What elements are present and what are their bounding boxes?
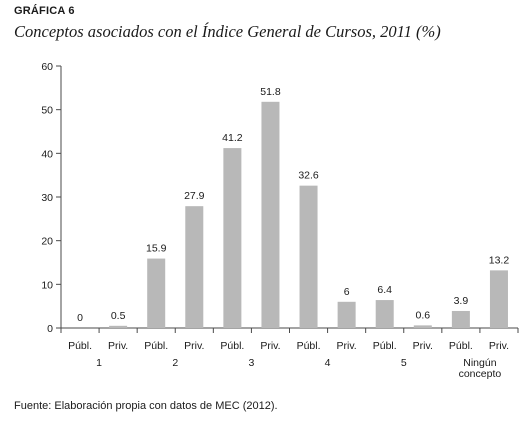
group-label: 3 (248, 357, 254, 369)
bar-value-label: 13.2 (489, 254, 510, 266)
bar-value-label: 0.6 (415, 309, 430, 321)
bar-value-label: 6.4 (377, 284, 392, 296)
bar (375, 300, 394, 328)
bar-value-label: 51.8 (260, 86, 281, 98)
group-label: 5 (401, 357, 407, 369)
bar (451, 310, 470, 328)
y-tick-label: 40 (41, 148, 53, 160)
chart-title: Conceptos asociados con el Índice Genera… (14, 22, 441, 41)
bar-value-label: 0 (77, 312, 83, 324)
bar-category-label: Públ. (144, 340, 168, 352)
y-tick-label: 30 (41, 192, 53, 204)
bar-category-label: Públ. (297, 340, 321, 352)
bar-category-label: Priv. (108, 340, 128, 352)
bar-category-label: Priv. (260, 340, 280, 352)
bar-value-label: 41.2 (222, 132, 243, 144)
bar-category-label: Públ. (373, 340, 397, 352)
group-label: 1 (96, 357, 102, 369)
source-note: Fuente: Elaboración propia con datos de … (14, 400, 278, 412)
bar-value-label: 27.9 (184, 190, 205, 202)
bar-category-label: Públ. (220, 340, 244, 352)
bar (109, 325, 128, 328)
figure-label: GRÁFICA 6 (14, 5, 75, 17)
group-label: Ningún (463, 357, 496, 369)
y-tick-label: 10 (41, 279, 53, 291)
bar (147, 258, 166, 328)
y-tick-label: 0 (47, 323, 53, 335)
bar-category-label: Priv. (413, 340, 433, 352)
bar-category-label: Públ. (68, 340, 92, 352)
bar (185, 206, 204, 328)
bar-chart: 0 10 20 30 40 50 60 0 Públ. 0.5 Priv. 15.9 Públ. 27.9… (41, 61, 519, 380)
bar (299, 185, 318, 328)
group-label: 4 (325, 357, 331, 369)
group-label: concepto (459, 368, 502, 380)
bar-value-label: 32.6 (298, 170, 319, 182)
bar-value-label: 0.5 (111, 310, 126, 322)
y-tick-label: 20 (41, 236, 53, 248)
bar (489, 270, 508, 328)
bar-value-label: 15.9 (146, 243, 167, 255)
y-tick-label: 50 (41, 105, 53, 117)
bar-category-label: Priv. (489, 340, 509, 352)
bar-category-label: Priv. (337, 340, 357, 352)
bar-category-label: Priv. (184, 340, 204, 352)
bar (261, 101, 280, 328)
bar-value-label: 6 (344, 286, 350, 298)
group-label: 2 (172, 357, 178, 369)
bar-value-label: 3.9 (454, 295, 469, 307)
y-tick-label: 60 (41, 61, 53, 73)
bar-category-label: Públ. (449, 340, 473, 352)
bar (337, 301, 356, 328)
bar (223, 148, 242, 328)
bar (413, 325, 432, 328)
